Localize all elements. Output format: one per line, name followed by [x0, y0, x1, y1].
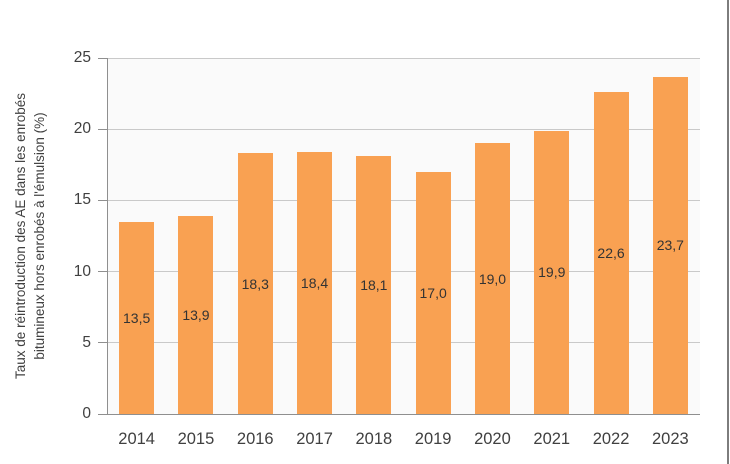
- gridline-10: [107, 271, 700, 273]
- window-edge-line: [727, 0, 729, 464]
- bar-2022: [593, 92, 629, 414]
- y-tick-label-15: 15: [73, 191, 91, 209]
- y-tick-mark-25: [98, 57, 107, 59]
- y-axis-line: [106, 58, 108, 414]
- bar-value-label-2014: 13,5: [123, 309, 151, 326]
- x-axis-line: [107, 413, 700, 415]
- y-tick-label-25: 25: [73, 49, 91, 66]
- gridline-20: [107, 128, 700, 130]
- bar-value-label-2015: 13,9: [182, 307, 210, 324]
- bar-2018: [356, 156, 392, 414]
- x-tick-label-2019: 2019: [414, 430, 452, 448]
- bar-2017: [297, 151, 333, 414]
- y-tick-mark-0: [98, 413, 107, 415]
- y-tick-mark-20: [98, 128, 107, 130]
- x-tick-label-2015: 2015: [177, 430, 215, 448]
- x-tick-label-2023: 2023: [651, 430, 689, 448]
- bar-2016: [237, 153, 273, 414]
- bar-2015: [178, 216, 214, 414]
- x-tick-label-2017: 2017: [296, 430, 333, 448]
- bar-value-label-2018: 18,1: [360, 277, 388, 294]
- gridline-15: [107, 199, 700, 201]
- gridline-25: [107, 57, 700, 59]
- x-tick-label-2021: 2021: [533, 430, 571, 448]
- y-tick-mark-15: [98, 199, 107, 201]
- x-tick-label-2020: 2020: [474, 430, 511, 448]
- bar-value-label-2023: 23,7: [656, 237, 684, 254]
- bar-2021: [534, 130, 570, 414]
- y-tick-label-10: 10: [73, 262, 91, 280]
- x-tick-label-2022: 2022: [592, 430, 630, 448]
- bar-value-label-2022: 22,6: [597, 245, 625, 262]
- y-tick-label-0: 0: [82, 405, 91, 422]
- bar-2019: [415, 171, 451, 414]
- x-tick-label-2018: 2018: [355, 430, 393, 448]
- bar-value-label-2020: 19,0: [478, 270, 507, 287]
- y-tick-label-5: 5: [82, 333, 91, 351]
- x-tick-label-2014: 2014: [118, 430, 155, 448]
- bar-2023: [652, 76, 688, 414]
- bar-2020: [474, 143, 510, 414]
- y-tick-mark-5: [98, 342, 107, 344]
- y-tick-label-20: 20: [73, 120, 91, 138]
- gridline-5: [107, 342, 700, 344]
- bar-value-label-2019: 17,0: [419, 284, 447, 301]
- bar-value-label-2017: 18,4: [300, 274, 329, 291]
- bar-value-label-2016: 18,3: [241, 275, 269, 292]
- x-tick-label-2016: 2016: [236, 430, 274, 448]
- y-tick-mark-10: [98, 271, 107, 273]
- bar-2014: [119, 221, 155, 414]
- bar-value-label-2021: 19,9: [538, 264, 566, 281]
